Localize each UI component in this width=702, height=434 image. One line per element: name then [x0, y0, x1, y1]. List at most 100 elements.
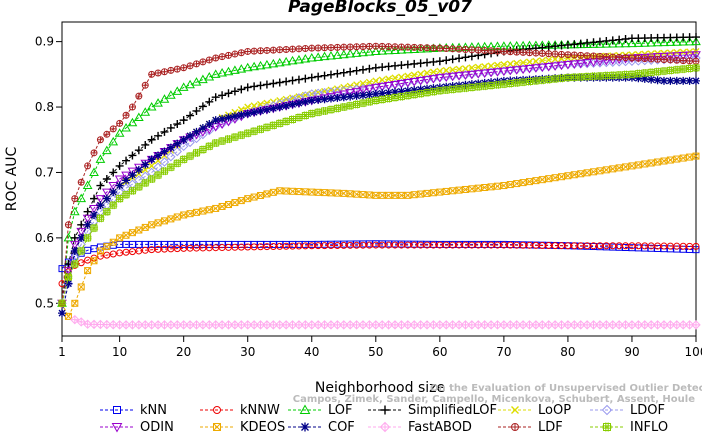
data-point	[134, 182, 143, 191]
data-point	[244, 47, 252, 55]
data-point	[307, 96, 316, 105]
data-point	[666, 56, 674, 64]
data-point	[108, 182, 119, 191]
data-point	[262, 59, 272, 69]
data-point	[108, 136, 119, 146]
y-tick-label: 0.6	[35, 231, 54, 245]
data-point	[82, 214, 93, 224]
data-point	[256, 81, 265, 90]
data-point	[160, 167, 169, 176]
data-point	[449, 66, 457, 74]
data-point	[455, 65, 463, 73]
data-point	[410, 86, 419, 95]
data-point	[481, 46, 489, 54]
data-point	[301, 74, 310, 83]
data-point	[250, 47, 258, 55]
data-point	[90, 194, 99, 203]
legend-item-lof: LOF	[288, 403, 353, 418]
data-point	[269, 104, 278, 113]
data-point	[346, 92, 355, 101]
data-point	[551, 50, 559, 58]
y-tick-label: 0.5	[35, 296, 54, 310]
data-point	[416, 85, 425, 94]
data-point	[173, 65, 181, 73]
data-point	[666, 156, 674, 164]
data-point	[141, 223, 149, 231]
data-point	[442, 66, 450, 74]
data-point	[84, 267, 92, 275]
data-point	[359, 191, 367, 199]
data-point	[596, 52, 604, 60]
data-point	[550, 62, 560, 71]
data-point	[225, 51, 233, 59]
data-point	[423, 44, 431, 52]
data-point	[370, 46, 381, 55]
data-point	[499, 67, 509, 77]
data-point	[102, 207, 111, 216]
data-point	[609, 53, 617, 61]
data-point	[653, 76, 662, 85]
data-point	[532, 49, 540, 57]
data-point	[390, 45, 400, 54]
data-point	[385, 43, 393, 51]
data-point	[327, 44, 335, 52]
data-point	[147, 155, 156, 164]
data-point	[313, 52, 324, 61]
data-point	[384, 88, 393, 97]
data-point	[191, 133, 202, 144]
data-point	[461, 45, 469, 53]
data-point	[428, 75, 439, 84]
data-point	[320, 71, 329, 80]
data-point	[160, 147, 169, 156]
data-point	[659, 37, 669, 47]
data-point	[391, 87, 400, 96]
data-point	[646, 53, 657, 63]
data-point	[449, 45, 457, 53]
data-point	[64, 260, 73, 269]
x-tick-label: 10	[112, 345, 127, 359]
data-point	[365, 42, 373, 50]
data-point	[602, 73, 611, 82]
data-point	[198, 123, 207, 132]
legend-label: kNN	[140, 403, 167, 418]
data-point	[326, 94, 335, 103]
data-point	[333, 93, 342, 102]
data-point	[333, 43, 341, 51]
data-point	[422, 76, 432, 85]
data-point	[692, 242, 700, 250]
data-point	[339, 68, 348, 77]
data-point	[640, 74, 649, 83]
data-point	[531, 64, 541, 73]
data-point	[385, 75, 393, 83]
data-point	[466, 70, 477, 80]
data-point	[608, 57, 618, 67]
data-point	[242, 62, 253, 72]
data-point	[614, 57, 624, 67]
data-point	[590, 52, 598, 60]
data-point	[620, 38, 631, 48]
data-point	[364, 85, 375, 94]
data-point	[468, 46, 476, 54]
data-point	[205, 206, 213, 214]
data-point	[448, 55, 457, 64]
data-point	[435, 57, 444, 66]
data-point	[71, 299, 79, 307]
data-point	[69, 206, 80, 216]
data-point	[417, 70, 425, 78]
data-point	[340, 43, 348, 51]
legend-item-fastabod: FastABOD	[368, 420, 472, 434]
data-point	[665, 52, 676, 62]
data-point	[289, 187, 297, 195]
data-point	[90, 257, 98, 265]
data-point	[608, 73, 617, 82]
data-point	[314, 44, 322, 52]
data-point	[314, 95, 323, 104]
data-point	[622, 163, 630, 171]
data-point	[628, 54, 636, 62]
data-point	[519, 48, 527, 56]
data-point	[467, 52, 476, 61]
data-point	[122, 176, 131, 185]
data-point	[383, 81, 394, 91]
data-point	[154, 151, 163, 160]
data-point	[160, 68, 168, 76]
